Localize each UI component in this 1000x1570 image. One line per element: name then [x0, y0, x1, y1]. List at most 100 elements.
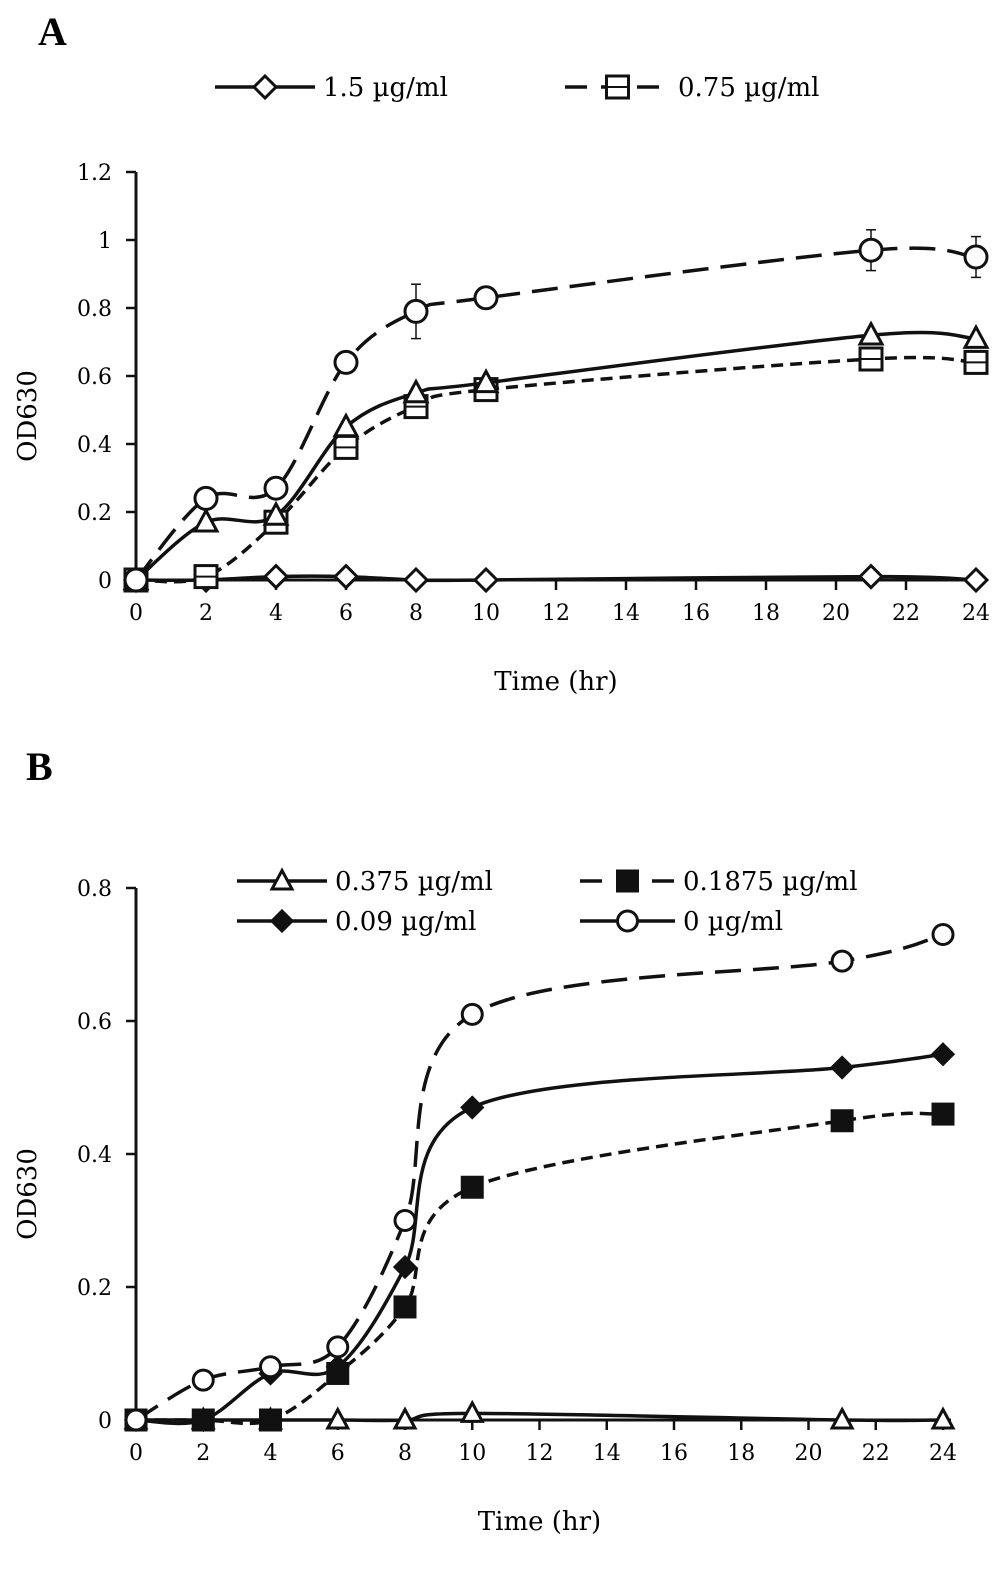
- chart-a-x-tick-label: 20: [822, 601, 850, 626]
- chart-b-x-tick-label: 8: [398, 1441, 412, 1466]
- chart-b-data-point: [392, 1406, 418, 1430]
- chart-a-legend-marker: [251, 73, 279, 101]
- chart-b-data-point: [460, 1175, 484, 1199]
- chart-a-svg: A0 2 4 6 8 10 12 14 16 18 20 22 2400.20.40.60.811.2T…: [13, 9, 990, 697]
- chart-a-x-tick-label: 12: [542, 601, 570, 626]
- chart-a-data-point: [332, 412, 360, 438]
- panel-b: B 0 2 4 6 8 10 12 14 16 18 20 22 24 0 0.2 0.4 0.6 0.8 Time …: [0, 740, 1000, 1570]
- chart-a-data-point: [123, 567, 149, 593]
- chart-b-data-point: [259, 1408, 282, 1432]
- chart-a-data-point: [857, 563, 885, 590]
- chart-b-svg: B0 2 4 6 8 10 12 14 16 18 20 22 2400.20.40.60.8Time …: [13, 744, 957, 1537]
- chart-a-data-point: [262, 563, 290, 590]
- panel-a: A 0 2 4 6 8 10 12 14 16 18 20 22 24 0 0.2 0.4 0.6 0.8 1 1.2 T…: [0, 0, 1000, 740]
- chart-a-x-tick-label: 4: [269, 601, 283, 626]
- chart-b-data-point: [460, 1095, 485, 1120]
- chart-b-data-point: [259, 1355, 282, 1379]
- chart-a-data-point: [857, 320, 885, 346]
- chart-b-x-tick-label: 10: [458, 1441, 486, 1466]
- chart-a-data-point: [858, 237, 884, 263]
- chart-a-series-3: [123, 229, 989, 593]
- chart-a-x-tick-label: 10: [472, 601, 500, 626]
- chart-b-data-point: [191, 1407, 216, 1433]
- chart-b-x-tick-label: 4: [264, 1441, 278, 1466]
- chart-b-x-tick-label: 2: [196, 1441, 210, 1466]
- chart-a-data-point: [333, 349, 359, 375]
- chart-b-x-tick-label: 18: [727, 1441, 755, 1466]
- chart-b-y-tick-label: 0.2: [77, 1276, 112, 1301]
- chart-a-x-tick-label: 18: [752, 601, 780, 626]
- chart-b-y-tick-label: 0.4: [77, 1143, 112, 1168]
- chart-a-data-point: [402, 566, 430, 594]
- chart-b-x-tick-label: 0: [129, 1441, 143, 1466]
- chart-a-y-tick-label: 0.2: [77, 501, 112, 526]
- chart-a-x-tick-label: 16: [682, 601, 710, 626]
- chart-a-legend-item: 1.5 µg/ml: [215, 73, 448, 103]
- chart-b-data-point: [930, 1042, 956, 1067]
- chart-a-data-point: [962, 323, 990, 349]
- chart-b-x-tick-label: 24: [929, 1441, 957, 1466]
- chart-b-data-point: [459, 1399, 485, 1423]
- chart-a-y-tick-label: 0.8: [77, 297, 112, 322]
- chart-b-data-point: [124, 1408, 148, 1432]
- chart-a-x-tick-label: 0: [129, 601, 143, 626]
- chart-a-y-tick-label: 0.4: [77, 433, 112, 458]
- chart-b-legend-marker: [269, 908, 295, 934]
- chart-b-legend-label: 0 µg/ml: [683, 907, 783, 937]
- chart-a-y-tick-label: 0: [98, 569, 112, 594]
- chart-b-data-point: [460, 1002, 484, 1026]
- chart-b-legend-marker: [616, 909, 639, 933]
- chart-a-x-tick-label: 22: [892, 601, 920, 626]
- chart-b-legend-label: 0.1875 µg/ml: [683, 867, 858, 897]
- chart-b-data-point: [393, 1295, 417, 1319]
- chart-b-data-point: [393, 1209, 417, 1232]
- chart-a-series-2: [122, 320, 990, 591]
- chart-b-panel-label: B: [26, 744, 53, 789]
- chart-b-series-1-line: [136, 1111, 944, 1426]
- chart-a-x-tick-label: 2: [199, 601, 213, 626]
- chart-b-x-tick-label: 14: [593, 1441, 621, 1466]
- chart-b-data-point: [191, 1368, 215, 1392]
- chart-a-series-2-line: [134, 330, 977, 582]
- chart-b-legend-marker: [269, 867, 295, 891]
- chart-a-x-tick-label: 24: [962, 601, 990, 626]
- chart-b-data-point: [830, 1055, 855, 1080]
- chart-a-data-point: [963, 244, 989, 270]
- chart-b-x-axis-title: Time (hr): [478, 1507, 601, 1537]
- chart-b-x-tick-label: 20: [795, 1441, 823, 1466]
- chart-a-x-axis-title: Time (hr): [494, 667, 617, 697]
- chart-a-y-axis-title: OD630: [13, 370, 43, 462]
- chart-b-legend-label: 0.09 µg/ml: [335, 907, 476, 937]
- chart-a-data-point: [403, 298, 429, 324]
- chart-b-data-point: [830, 949, 854, 973]
- chart-a-legend-label: 1.5 µg/ml: [323, 73, 448, 103]
- chart-b-legend-marker: [616, 869, 639, 893]
- chart-b-y-tick-label: 0: [98, 1409, 112, 1434]
- chart-b-data-point: [830, 1109, 854, 1133]
- chart-a-series-1: [123, 346, 989, 593]
- chart-b-data-point: [326, 1335, 350, 1359]
- chart-b-x-tick-label: 16: [660, 1441, 688, 1466]
- chart-b-data-point: [392, 1254, 418, 1280]
- chart-b-data-point: [930, 1406, 956, 1430]
- chart-a-data-point: [192, 507, 220, 533]
- chart-a-panel-label: A: [38, 9, 67, 54]
- chart-b-data-point: [931, 923, 955, 947]
- chart-b-y-axis-title: OD630: [13, 1148, 43, 1240]
- chart-b-legend-item: 0 µg/ml: [580, 907, 783, 937]
- chart-a-series-1-line: [135, 355, 977, 584]
- chart-a-data-point: [472, 566, 500, 594]
- chart-a-data-point: [262, 500, 290, 526]
- chart-b-y-tick-label: 0.6: [77, 1010, 112, 1035]
- chart-a-y-tick-label: 1.2: [77, 161, 112, 186]
- chart-b-data-point: [931, 1102, 955, 1126]
- chart-a-series-3-line: [134, 246, 977, 582]
- chart-a-data-point: [962, 566, 990, 594]
- chart-b-x-tick-label: 22: [862, 1441, 890, 1466]
- chart-b-series-3-line: [135, 932, 944, 1422]
- chart-a-x-tick-label: 6: [339, 601, 353, 626]
- chart-b-legend-label: 0.375 µg/ml: [335, 867, 493, 897]
- chart-b-data-point: [829, 1406, 855, 1430]
- chart-b-data-point: [325, 1354, 350, 1379]
- chart-a-x-tick-label: 8: [409, 601, 423, 626]
